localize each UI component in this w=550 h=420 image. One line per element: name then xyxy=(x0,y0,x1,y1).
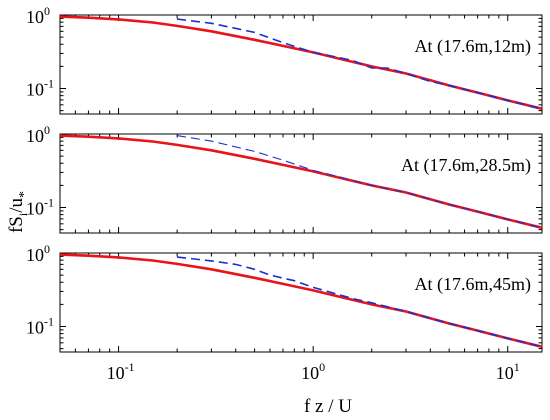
y-tick-label: 100 xyxy=(26,242,50,265)
model-series-line xyxy=(59,134,543,230)
panels-group: 10-1 100 At (17.6m,12m) 10-1 100 At (17.6m,28… xyxy=(26,4,543,353)
y-label-sub-i: i xyxy=(16,212,30,216)
panel-annotation: At (17.6m,28.5m) xyxy=(401,155,531,176)
y-axis-label: fSi/u* xyxy=(6,191,32,233)
panel-frame xyxy=(59,14,543,115)
measured-series-line xyxy=(177,18,543,110)
panel-frame xyxy=(59,133,543,234)
y-label-slash: /u xyxy=(6,197,27,212)
x-tick-labels: 10-1 100 101 xyxy=(107,360,520,383)
y-label-main: fS xyxy=(6,216,27,233)
y-label-sub-star: * xyxy=(17,191,32,198)
measured-series-line xyxy=(177,135,543,229)
panel-1: 10-1 100 At (17.6m,12m) xyxy=(26,4,543,115)
model-series-line xyxy=(59,253,543,349)
panel-2: 10-1 100 At (17.6m,28.5m) xyxy=(26,123,543,234)
panel-annotation: At (17.6m,45m) xyxy=(415,274,532,295)
panel-3: 10-1 100 At (17.6m,45m) xyxy=(26,242,543,353)
y-tick-label: 10-1 xyxy=(26,77,54,100)
y-tick-label: 100 xyxy=(26,4,50,27)
y-tick-label: 10-1 xyxy=(26,196,54,219)
y-tick-label: 100 xyxy=(26,123,50,146)
y-tick-label: 10-1 xyxy=(26,315,54,338)
measured-series-line xyxy=(177,256,543,348)
x-axis-label: f z / U xyxy=(304,396,352,417)
model-series-line xyxy=(59,15,543,111)
x-tick-label: 10-1 xyxy=(107,360,135,383)
x-tick-label: 100 xyxy=(301,360,325,383)
panel-annotation: At (17.6m,12m) xyxy=(415,36,532,57)
x-tick-label: 101 xyxy=(496,360,520,383)
panel-frame xyxy=(59,252,543,353)
